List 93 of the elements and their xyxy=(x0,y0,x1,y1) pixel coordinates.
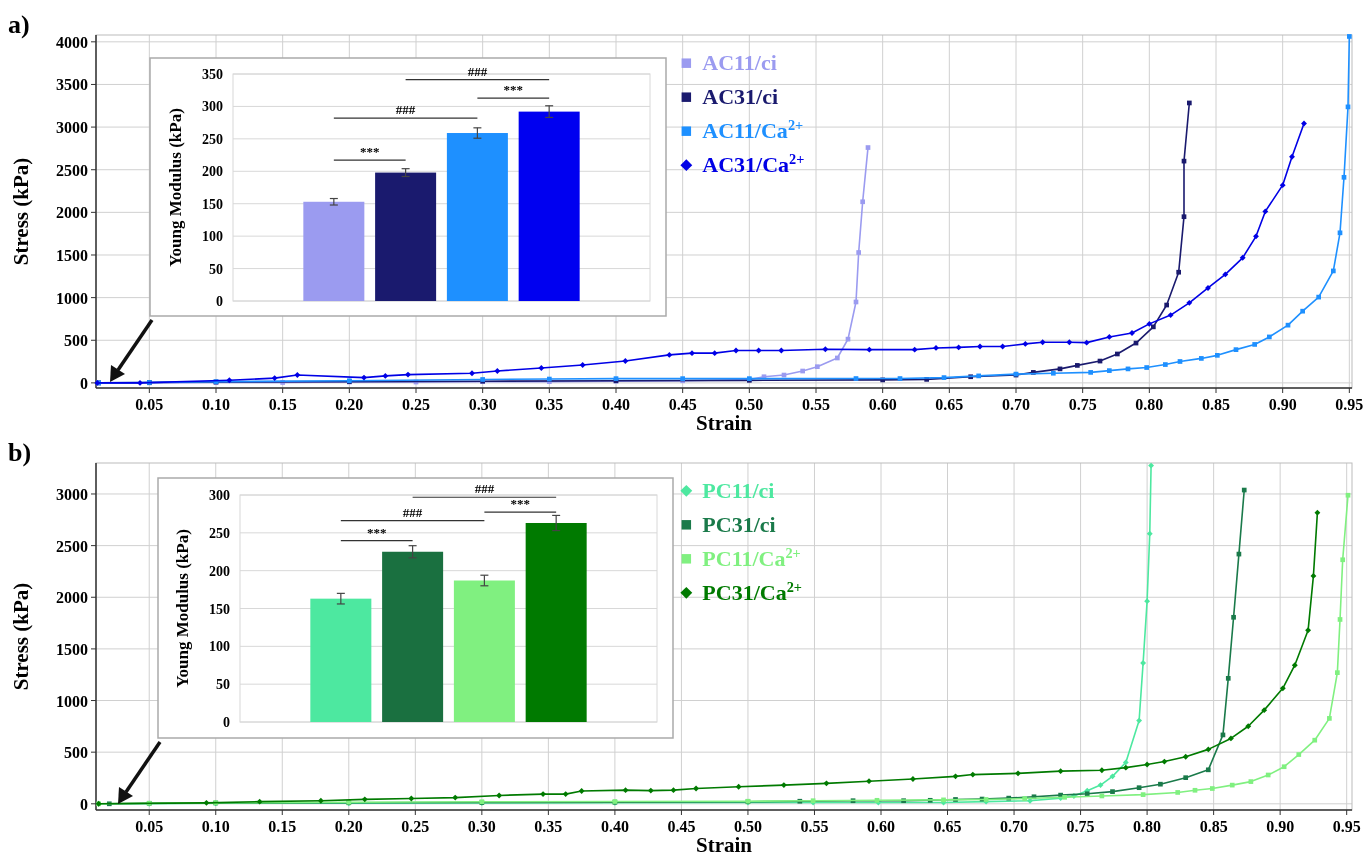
x-tick-label: 0.35 xyxy=(535,396,564,413)
y-tick-label: 0 xyxy=(80,374,88,392)
x-tick-label: 0.80 xyxy=(1135,396,1164,413)
annotation: *** xyxy=(366,524,387,540)
chart-title: a) xyxy=(8,10,30,39)
y-tick-label: 500 xyxy=(64,332,88,350)
x-tick-label: 0.45 xyxy=(667,818,696,835)
x-tick-label: 0.45 xyxy=(668,396,697,413)
x-tick-label: 0.15 xyxy=(268,396,297,413)
y-tick-label: 350 xyxy=(202,67,223,82)
annotation: ### xyxy=(474,481,495,497)
y-tick-label: 0 xyxy=(223,715,230,730)
y-tick-label: 1000 xyxy=(56,289,88,307)
y-tick-label: 2000 xyxy=(56,204,88,222)
x-tick-label: 0.30 xyxy=(467,818,496,835)
x-tick-label: 0.60 xyxy=(867,818,895,835)
y-tick-label: 0 xyxy=(80,795,88,813)
y-tick-label: 250 xyxy=(209,525,230,541)
legend-label: AC31/ci xyxy=(702,84,779,110)
annotation: *** xyxy=(359,144,380,160)
x-tick-label: 0.10 xyxy=(201,818,230,835)
x-tick-label: 0.55 xyxy=(802,396,830,413)
x-tick-label: 0.75 xyxy=(1066,818,1095,835)
x-tick-label: 0.30 xyxy=(468,396,497,413)
x-tick-label: 0.10 xyxy=(202,396,230,413)
y-tick-label: 50 xyxy=(209,261,223,277)
y-axis-title: Young Modulus (kPa) xyxy=(166,108,185,267)
legend-label: PC11/Ca$^{2+}$ xyxy=(702,544,801,571)
y-axis-title: Young Modulus (kPa) xyxy=(173,529,192,688)
x-tick-label: 0.65 xyxy=(933,818,962,835)
x-tick-label: 0.50 xyxy=(733,818,762,835)
y-axis-title: Stress (kPa) xyxy=(9,582,33,691)
x-tick-label: 0.85 xyxy=(1199,818,1228,835)
chart-title: b) xyxy=(8,438,32,467)
x-tick-label: 0.60 xyxy=(868,396,897,413)
y-axis-title: Stress (kPa) xyxy=(9,157,33,266)
x-tick-label: 0.20 xyxy=(334,818,363,835)
x-tick-label: 0.75 xyxy=(1068,396,1097,413)
x-tick-label: 0.90 xyxy=(1266,818,1295,835)
y-tick-label: 500 xyxy=(64,744,88,762)
x-tick-label: 0.65 xyxy=(935,396,964,413)
y-tick-label: 2000 xyxy=(56,589,88,607)
y-tick-label: 4000 xyxy=(56,33,88,51)
annotation: ### xyxy=(402,504,423,520)
y-tick-label: 150 xyxy=(209,601,230,617)
x-tick-label: 0.05 xyxy=(135,818,164,835)
legend-label: PC11/ci xyxy=(702,477,775,503)
x-tick-label: 0.70 xyxy=(1002,396,1030,413)
y-tick-label: 2500 xyxy=(56,161,88,179)
y-tick-label: 300 xyxy=(202,99,223,115)
x-tick-label: 0.40 xyxy=(602,396,630,413)
annotation: ### xyxy=(395,102,416,118)
y-tick-label: 0 xyxy=(216,294,223,309)
x-tick-label: 0.95 xyxy=(1335,396,1364,413)
x-tick-label: 0.25 xyxy=(401,818,430,835)
x-tick-label: 0.25 xyxy=(402,396,430,413)
x-tick-label: 0.90 xyxy=(1268,396,1297,413)
x-tick-label: 0.05 xyxy=(135,396,164,413)
legend-label: AC11/ci xyxy=(702,50,777,76)
y-tick-label: 300 xyxy=(209,488,230,503)
x-tick-label: 0.55 xyxy=(800,818,829,835)
x-tick-label: 0.50 xyxy=(735,396,764,413)
y-tick-label: 100 xyxy=(209,639,230,655)
y-tick-label: 200 xyxy=(209,563,230,579)
x-tick-label: 0.20 xyxy=(335,396,364,413)
x-tick-label: 0.40 xyxy=(600,818,629,835)
x-tick-label: 0.70 xyxy=(1000,818,1029,835)
y-tick-label: 2500 xyxy=(56,537,88,555)
x-axis-title: Strain xyxy=(695,411,753,435)
annotation: ### xyxy=(467,63,488,79)
y-tick-label: 100 xyxy=(202,229,223,245)
annotation: *** xyxy=(503,82,524,98)
legend-label: PC31/ci xyxy=(702,511,776,537)
y-tick-label: 3500 xyxy=(56,76,88,94)
x-tick-label: 0.35 xyxy=(534,818,563,835)
x-tick-label: 0.95 xyxy=(1332,818,1361,835)
x-tick-label: 0.80 xyxy=(1133,818,1162,835)
x-axis-title: Strain xyxy=(695,833,753,856)
y-tick-label: 1500 xyxy=(56,246,88,264)
y-tick-label: 250 xyxy=(202,131,223,147)
y-tick-label: 50 xyxy=(216,677,230,693)
x-tick-label: 0.15 xyxy=(268,818,297,835)
x-tick-label: 0.85 xyxy=(1202,396,1230,413)
y-tick-label: 3000 xyxy=(56,485,88,503)
y-tick-label: 200 xyxy=(202,164,223,180)
legend-label: AC31/Ca$^{2+}$ xyxy=(702,151,805,178)
legend-label: AC11/Ca$^{2+}$ xyxy=(702,117,804,144)
y-tick-label: 1500 xyxy=(56,640,88,658)
annotation: *** xyxy=(510,496,531,512)
legend-label: PC31/Ca$^{2+}$ xyxy=(702,578,802,605)
y-tick-label: 150 xyxy=(202,196,223,212)
y-tick-label: 3000 xyxy=(56,119,88,137)
y-tick-label: 1000 xyxy=(56,692,88,710)
